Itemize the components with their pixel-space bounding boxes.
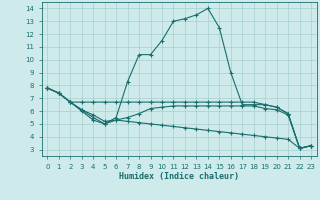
X-axis label: Humidex (Indice chaleur): Humidex (Indice chaleur) bbox=[119, 172, 239, 181]
